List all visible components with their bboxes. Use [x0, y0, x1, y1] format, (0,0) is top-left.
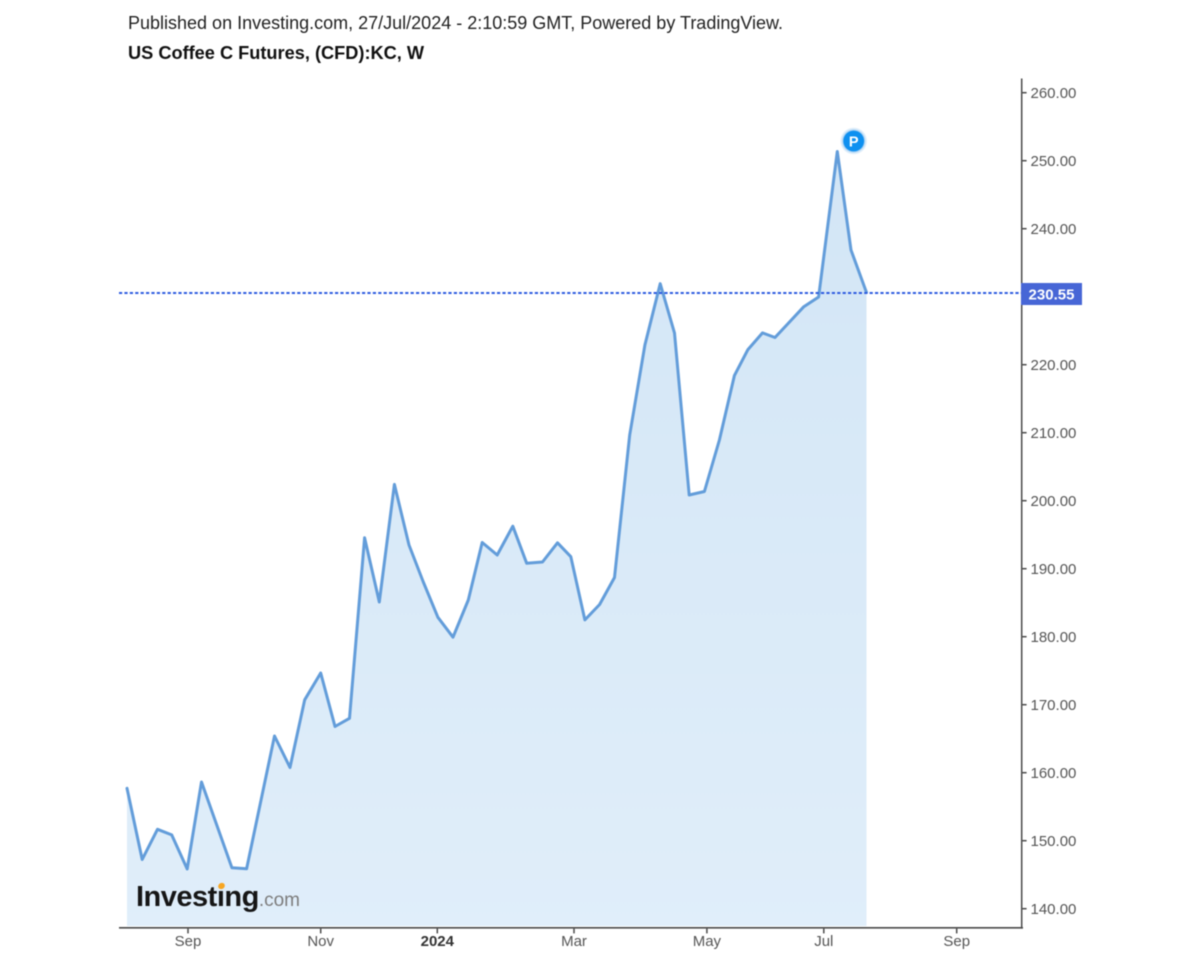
svg-text:230.55: 230.55 [1029, 287, 1075, 304]
svg-text:P: P [849, 135, 859, 151]
svg-text:Sep: Sep [943, 933, 970, 950]
svg-text:250.00: 250.00 [1031, 153, 1077, 170]
svg-text:170.00: 170.00 [1031, 697, 1077, 714]
svg-text:May: May [693, 933, 722, 950]
svg-text:210.00: 210.00 [1031, 425, 1077, 442]
svg-text:Jul: Jul [814, 933, 833, 950]
svg-text:2024: 2024 [421, 933, 455, 950]
svg-text:160.00: 160.00 [1031, 765, 1077, 782]
svg-text:200.00: 200.00 [1031, 493, 1077, 510]
svg-text:Sep: Sep [175, 933, 202, 950]
svg-text:Mar: Mar [561, 933, 587, 950]
svg-text:140.00: 140.00 [1031, 901, 1077, 918]
svg-text:220.00: 220.00 [1031, 357, 1077, 374]
svg-text:240.00: 240.00 [1031, 221, 1077, 238]
svg-text:260.00: 260.00 [1031, 85, 1077, 102]
svg-text:150.00: 150.00 [1031, 833, 1077, 850]
svg-text:180.00: 180.00 [1031, 629, 1077, 646]
svg-text:190.00: 190.00 [1031, 561, 1077, 578]
svg-text:Nov: Nov [307, 933, 334, 950]
